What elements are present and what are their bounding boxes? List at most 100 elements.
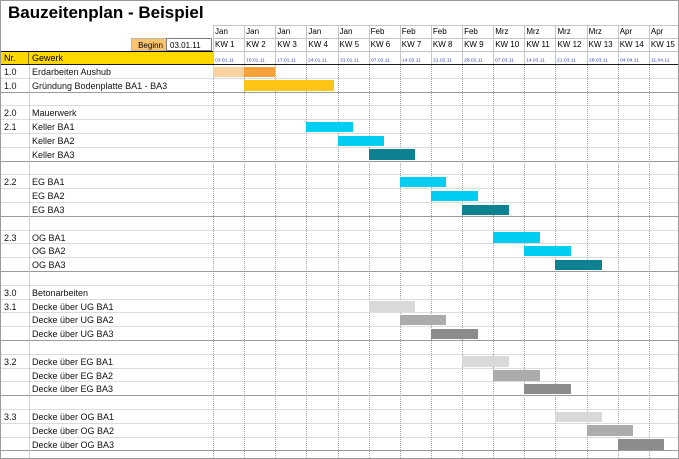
task-nr: 2.3	[4, 232, 17, 243]
week-cell[interactable]: KW 12	[557, 40, 582, 49]
task-name: Decke über UG BA1	[32, 301, 114, 312]
empty-row[interactable]	[1, 162, 678, 176]
month-cell[interactable]: Mrz	[526, 27, 540, 36]
month-cell[interactable]: Jan	[308, 27, 322, 36]
task-row[interactable]: 2.1 Keller BA1	[1, 120, 678, 134]
begin-date-cell[interactable]: 03.01.11	[166, 38, 212, 51]
month-cell[interactable]: Mrz	[557, 27, 571, 36]
month-cell[interactable]: Jan	[277, 27, 291, 36]
month-cell[interactable]: Mrz	[588, 27, 602, 36]
week-date-cell[interactable]: 07.03.11	[493, 51, 524, 65]
task-name: OG BA1	[32, 232, 66, 243]
month-cell[interactable]: Jan	[339, 27, 353, 36]
week-cell[interactable]: KW 14	[619, 40, 644, 49]
task-name: EG BA1	[32, 177, 65, 188]
month-cell[interactable]: Feb	[432, 27, 447, 36]
week-start-date: 28.03.11	[588, 57, 608, 63]
task-nr: 1.0	[4, 67, 17, 77]
task-row[interactable]: 1.0 Erdarbeiten Aushub	[1, 65, 678, 79]
week-cell[interactable]: KW 10	[495, 40, 520, 49]
week-date-cell[interactable]: 14.02.11	[400, 51, 431, 65]
week-date-cell[interactable]: 24.01.11	[306, 51, 337, 65]
week-cell[interactable]: KW 8	[432, 40, 453, 49]
week-date-cell[interactable]: 07.02.11	[369, 51, 400, 65]
task-nr: 1.0	[4, 80, 17, 91]
task-name: EG BA2	[32, 191, 65, 202]
task-name: OG BA2	[32, 246, 66, 257]
gewerk-column-header[interactable]: Gewerk	[32, 53, 64, 63]
week-start-date: 03.01.11	[215, 57, 234, 63]
month-cell[interactable]: Feb	[370, 27, 385, 36]
week-date-cell[interactable]: 10.01.11	[244, 51, 275, 65]
week-date-cell[interactable]: 03.01.11	[213, 51, 244, 65]
task-row[interactable]: 3.1 Decke über UG BA1	[1, 300, 678, 314]
month-cell[interactable]: Jan	[215, 27, 228, 36]
begin-label-cell[interactable]: Beginn	[131, 38, 167, 51]
week-date-cell[interactable]: 17.01.11	[275, 51, 306, 65]
task-name: Decke über OG BA3	[32, 439, 115, 450]
empty-row[interactable]	[1, 396, 678, 410]
week-start-date: 04.04.11	[619, 57, 639, 63]
month-cell[interactable]: Mrz	[495, 27, 509, 36]
task-row[interactable]: Decke über UG BA2	[1, 313, 678, 328]
empty-row[interactable]	[1, 451, 678, 458]
month-cell[interactable]: Apr	[650, 27, 664, 36]
task-name: Decke über UG BA2	[32, 315, 114, 326]
empty-row[interactable]	[1, 341, 678, 355]
task-row[interactable]: Decke über EG BA3	[1, 382, 678, 397]
task-name: Decke über EG BA3	[32, 384, 114, 395]
task-row[interactable]: Decke über OG BA3	[1, 438, 678, 452]
task-row[interactable]: Keller BA2	[1, 134, 678, 148]
week-cell[interactable]: KW 5	[339, 40, 360, 49]
week-cell[interactable]: KW 7	[401, 40, 422, 49]
week-date-cell[interactable]: 14.03.11	[524, 51, 555, 65]
column-header-row: Nr. Gewerk	[1, 51, 213, 64]
task-name: Keller BA2	[32, 136, 75, 146]
week-start-date: 14.03.11	[526, 57, 546, 63]
week-cell[interactable]: KW 6	[370, 40, 391, 49]
empty-row[interactable]	[1, 217, 678, 231]
task-row[interactable]: 3.0 Betonarbeiten	[1, 286, 678, 300]
task-row[interactable]: EG BA2	[1, 189, 678, 203]
week-date-cell[interactable]: 04.04.11	[618, 51, 649, 65]
week-date-cell[interactable]: 28.03.11	[587, 51, 618, 65]
week-start-date: 21.02.11	[432, 57, 452, 63]
task-name: Erdarbeiten Aushub	[32, 67, 112, 77]
task-row[interactable]: Decke über EG BA2	[1, 369, 678, 383]
task-row[interactable]: EG BA3	[1, 203, 678, 217]
week-date-cell[interactable]: 31.01.11	[338, 51, 369, 65]
task-row[interactable]: 2.3 OG BA1	[1, 231, 678, 245]
week-cell[interactable]: KW 13	[588, 40, 613, 49]
month-cell[interactable]: Apr	[619, 27, 633, 36]
week-cell[interactable]: KW 2	[246, 40, 266, 49]
task-row[interactable]: OG BA2	[1, 244, 678, 259]
task-row[interactable]: Decke über UG BA3	[1, 327, 678, 341]
task-row[interactable]: OG BA3	[1, 258, 678, 272]
task-name: OG BA3	[32, 260, 66, 271]
task-row[interactable]: 3.3 Decke über OG BA1	[1, 410, 678, 424]
task-row[interactable]: 1.0 Gründung Bodenplatte BA1 - BA3	[1, 79, 678, 93]
month-cell[interactable]: Feb	[464, 27, 478, 36]
empty-row[interactable]	[1, 93, 678, 107]
week-cell[interactable]: KW 3	[277, 40, 297, 49]
week-start-date: 11.04.11	[650, 57, 670, 63]
week-date-cell[interactable]: 28.02.11	[462, 51, 493, 65]
task-row[interactable]: 2.0 Mauerwerk	[1, 106, 678, 121]
task-row[interactable]: Decke über OG BA2	[1, 424, 678, 438]
week-cell[interactable]: KW 11	[526, 40, 550, 49]
task-row[interactable]: 2.2 EG BA1	[1, 175, 678, 190]
week-cell[interactable]: KW 1	[215, 40, 235, 49]
week-date-cell[interactable]: 11.04.11	[649, 51, 678, 65]
month-cell[interactable]: Feb	[401, 27, 416, 36]
week-cell[interactable]: KW 15	[650, 40, 675, 49]
week-date-cell[interactable]: 21.02.11	[431, 51, 462, 65]
empty-row[interactable]	[1, 272, 678, 286]
week-cell[interactable]: KW 9	[464, 40, 484, 49]
week-cell[interactable]: KW 4	[308, 40, 328, 49]
task-row[interactable]: 3.2 Decke über EG BA1	[1, 355, 678, 369]
nr-column-header[interactable]: Nr.	[1, 52, 29, 64]
week-date-cell[interactable]: 21.03.11	[555, 51, 586, 65]
month-cell[interactable]: Jan	[246, 27, 260, 36]
task-row[interactable]: Keller BA3	[1, 148, 678, 162]
